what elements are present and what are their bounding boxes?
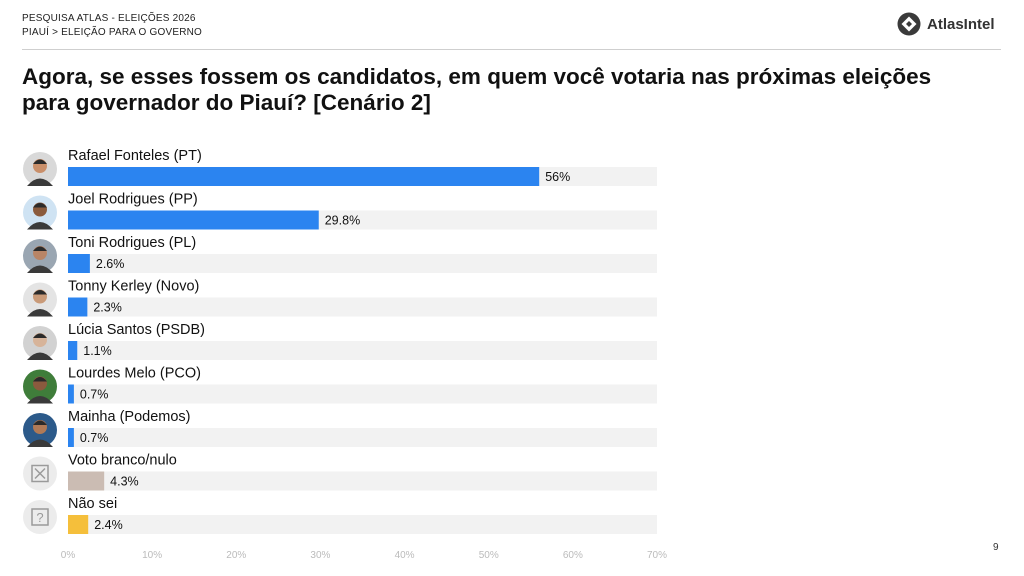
category-label: Não sei <box>68 496 117 512</box>
bar-track <box>68 428 657 447</box>
category-label: Joel Rodrigues (PP) <box>68 192 198 208</box>
category-label: Voto branco/nulo <box>68 453 177 469</box>
category-label: Toni Rodrigues (PL) <box>68 235 196 251</box>
breadcrumb: PIAUÍ > ELEIÇÃO PARA O GOVERNO <box>22 27 203 38</box>
x-tick-label: 10% <box>142 550 162 561</box>
brand-logo: AtlasIntel <box>897 12 995 36</box>
x-tick-label: 30% <box>310 550 330 561</box>
x-tick-label: 40% <box>395 550 415 561</box>
bar <box>68 471 105 491</box>
data-label: 0.7% <box>80 388 109 402</box>
category-label: Rafael Fonteles (PT) <box>68 148 202 164</box>
x-tick-label: 20% <box>226 550 246 561</box>
bar <box>68 210 319 230</box>
data-label: 4.3% <box>110 475 139 489</box>
bar-track <box>68 384 657 404</box>
bar-track <box>68 341 657 360</box>
bar-track <box>68 297 657 317</box>
question-icon: ? <box>23 500 57 534</box>
data-label: 2.4% <box>94 518 123 532</box>
data-label: 1.1% <box>83 344 112 358</box>
bar <box>68 341 78 360</box>
bar-track <box>68 254 657 273</box>
chart-title: Agora, se esses fossem os candidatos, em… <box>22 64 932 115</box>
candidate-photo-icon <box>23 369 57 404</box>
bar-track <box>68 515 657 534</box>
brand-name: AtlasIntel <box>927 15 995 33</box>
data-label: 0.7% <box>80 431 109 445</box>
svg-text:?: ? <box>36 510 43 525</box>
survey-header: PESQUISA ATLAS - ELEIÇÕES 2026 <box>22 13 196 24</box>
bar <box>68 297 88 317</box>
candidate-photo-icon <box>23 239 57 273</box>
data-label: 2.6% <box>96 257 125 271</box>
blank-vote-icon <box>23 456 57 491</box>
bar <box>68 384 74 404</box>
bar <box>68 254 90 273</box>
data-label: 29.8% <box>325 214 360 228</box>
category-label: Lourdes Melo (PCO) <box>68 366 201 382</box>
bar <box>68 167 540 186</box>
candidate-photo-icon <box>23 195 57 230</box>
bar <box>68 515 89 534</box>
header-divider <box>22 49 1001 50</box>
candidate-photo-icon <box>23 152 57 186</box>
x-tick-label: 0% <box>61 550 76 561</box>
data-label: 56% <box>545 170 570 184</box>
candidate-photo-icon <box>23 326 57 360</box>
data-label: 2.3% <box>93 301 122 315</box>
category-label: Lúcia Santos (PSDB) <box>68 322 205 338</box>
bar <box>68 428 74 447</box>
x-tick-label: 50% <box>479 550 499 561</box>
page-number: 9 <box>993 542 999 553</box>
x-tick-label: 60% <box>563 550 583 561</box>
candidate-photo-icon <box>23 413 57 447</box>
atlas-logo-icon <box>897 12 921 36</box>
bar-track <box>68 471 657 491</box>
category-label: Mainha (Podemos) <box>68 409 191 425</box>
candidate-photo-icon <box>23 282 57 317</box>
x-tick-label: 70% <box>647 550 667 561</box>
category-label: Tonny Kerley (Novo) <box>68 279 199 295</box>
